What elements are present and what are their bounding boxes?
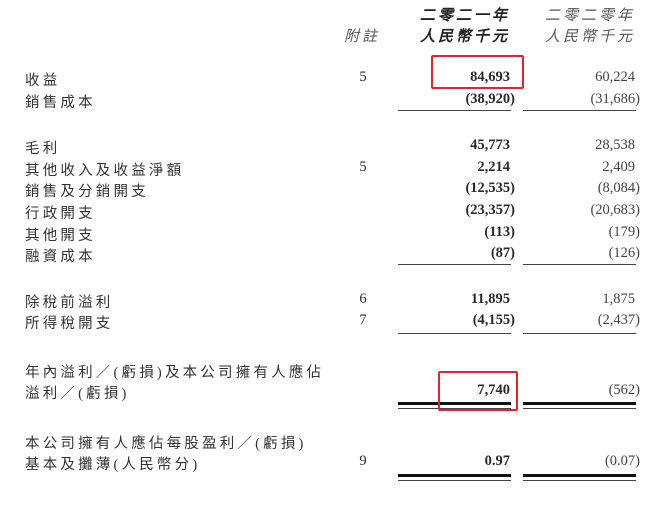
subtotal-underline (398, 110, 511, 111)
row-label: 溢利／(虧損) (25, 386, 130, 402)
column-header-2020-year: 二零二零年 (545, 8, 636, 24)
value-2021: 2,214 (477, 159, 510, 175)
value-2020: 28,538 (595, 137, 635, 153)
column-header-2021-year: 二零二一年 (420, 8, 511, 24)
subtotal-underline (523, 110, 636, 111)
row-label: 基本及攤薄(人民幣分) (25, 457, 201, 473)
row-label: 毛利 (25, 141, 61, 157)
value-2020: (0.07) (604, 453, 640, 469)
row-label: 銷售及分銷開支 (25, 184, 149, 200)
total-double-underline (398, 474, 511, 477)
value-2021: (23,357) (465, 202, 515, 218)
value-2021: 7,740 (477, 382, 510, 398)
total-double-underline (523, 474, 636, 477)
row-label: 銷售成本 (25, 95, 96, 111)
value-2021: (38,920) (465, 91, 515, 107)
row-label: 行政開支 (25, 206, 96, 222)
value-2020: (126) (608, 245, 640, 261)
subtotal-underline (523, 264, 636, 265)
value-2020: (179) (608, 224, 640, 240)
value-2020: (31,686) (590, 91, 640, 107)
row-label: 融資成本 (25, 249, 96, 265)
value-2021: (4,155) (472, 312, 515, 328)
value-2021: 0.97 (484, 453, 510, 469)
column-header-2020-unit: 人民幣千元 (545, 29, 636, 45)
value-2020: 60,224 (595, 69, 635, 85)
value-2021: 11,895 (470, 291, 510, 307)
value-2021: (12,535) (465, 180, 515, 196)
value-2020: (20,683) (590, 202, 640, 218)
row-label: 年內溢利／(虧損)及本公司擁有人應佔 (25, 365, 325, 381)
total-double-underline (398, 408, 511, 409)
highlight-box-revenue (431, 55, 524, 89)
value-2020: (562) (608, 382, 640, 398)
value-2020: 1,875 (602, 291, 635, 307)
value-2021: 84,693 (470, 69, 510, 85)
total-double-underline (398, 402, 511, 405)
value-2021: (113) (484, 224, 515, 240)
total-double-underline (523, 408, 636, 409)
value-2021: (87) (490, 245, 515, 261)
row-label: 其他收入及收益淨額 (25, 163, 185, 179)
row-note: 7 (359, 312, 367, 328)
column-header-note: 附註 (344, 29, 381, 45)
row-label: 除稅前溢利 (25, 295, 114, 311)
total-double-underline (398, 480, 511, 481)
value-2020: (8,084) (597, 180, 640, 196)
row-note: 9 (359, 453, 367, 469)
row-note: 6 (359, 291, 367, 307)
value-2020: 2,409 (602, 159, 635, 175)
highlight-box-profit (438, 371, 518, 411)
row-label: 所得稅開支 (25, 316, 114, 332)
value-2020: (2,437) (597, 312, 640, 328)
total-double-underline (523, 402, 636, 405)
subtotal-underline (398, 333, 511, 334)
row-label: 本公司擁有人應佔每股盈利／(虧損) (25, 436, 307, 452)
column-header-2021-unit: 人民幣千元 (420, 29, 511, 45)
row-note: 5 (359, 159, 367, 175)
row-label: 其他開支 (25, 228, 96, 244)
value-2021: 45,773 (470, 137, 510, 153)
row-label: 收益 (25, 73, 61, 89)
total-double-underline (523, 480, 636, 481)
subtotal-underline (523, 333, 636, 334)
subtotal-underline (398, 264, 511, 265)
row-note: 5 (359, 69, 367, 85)
